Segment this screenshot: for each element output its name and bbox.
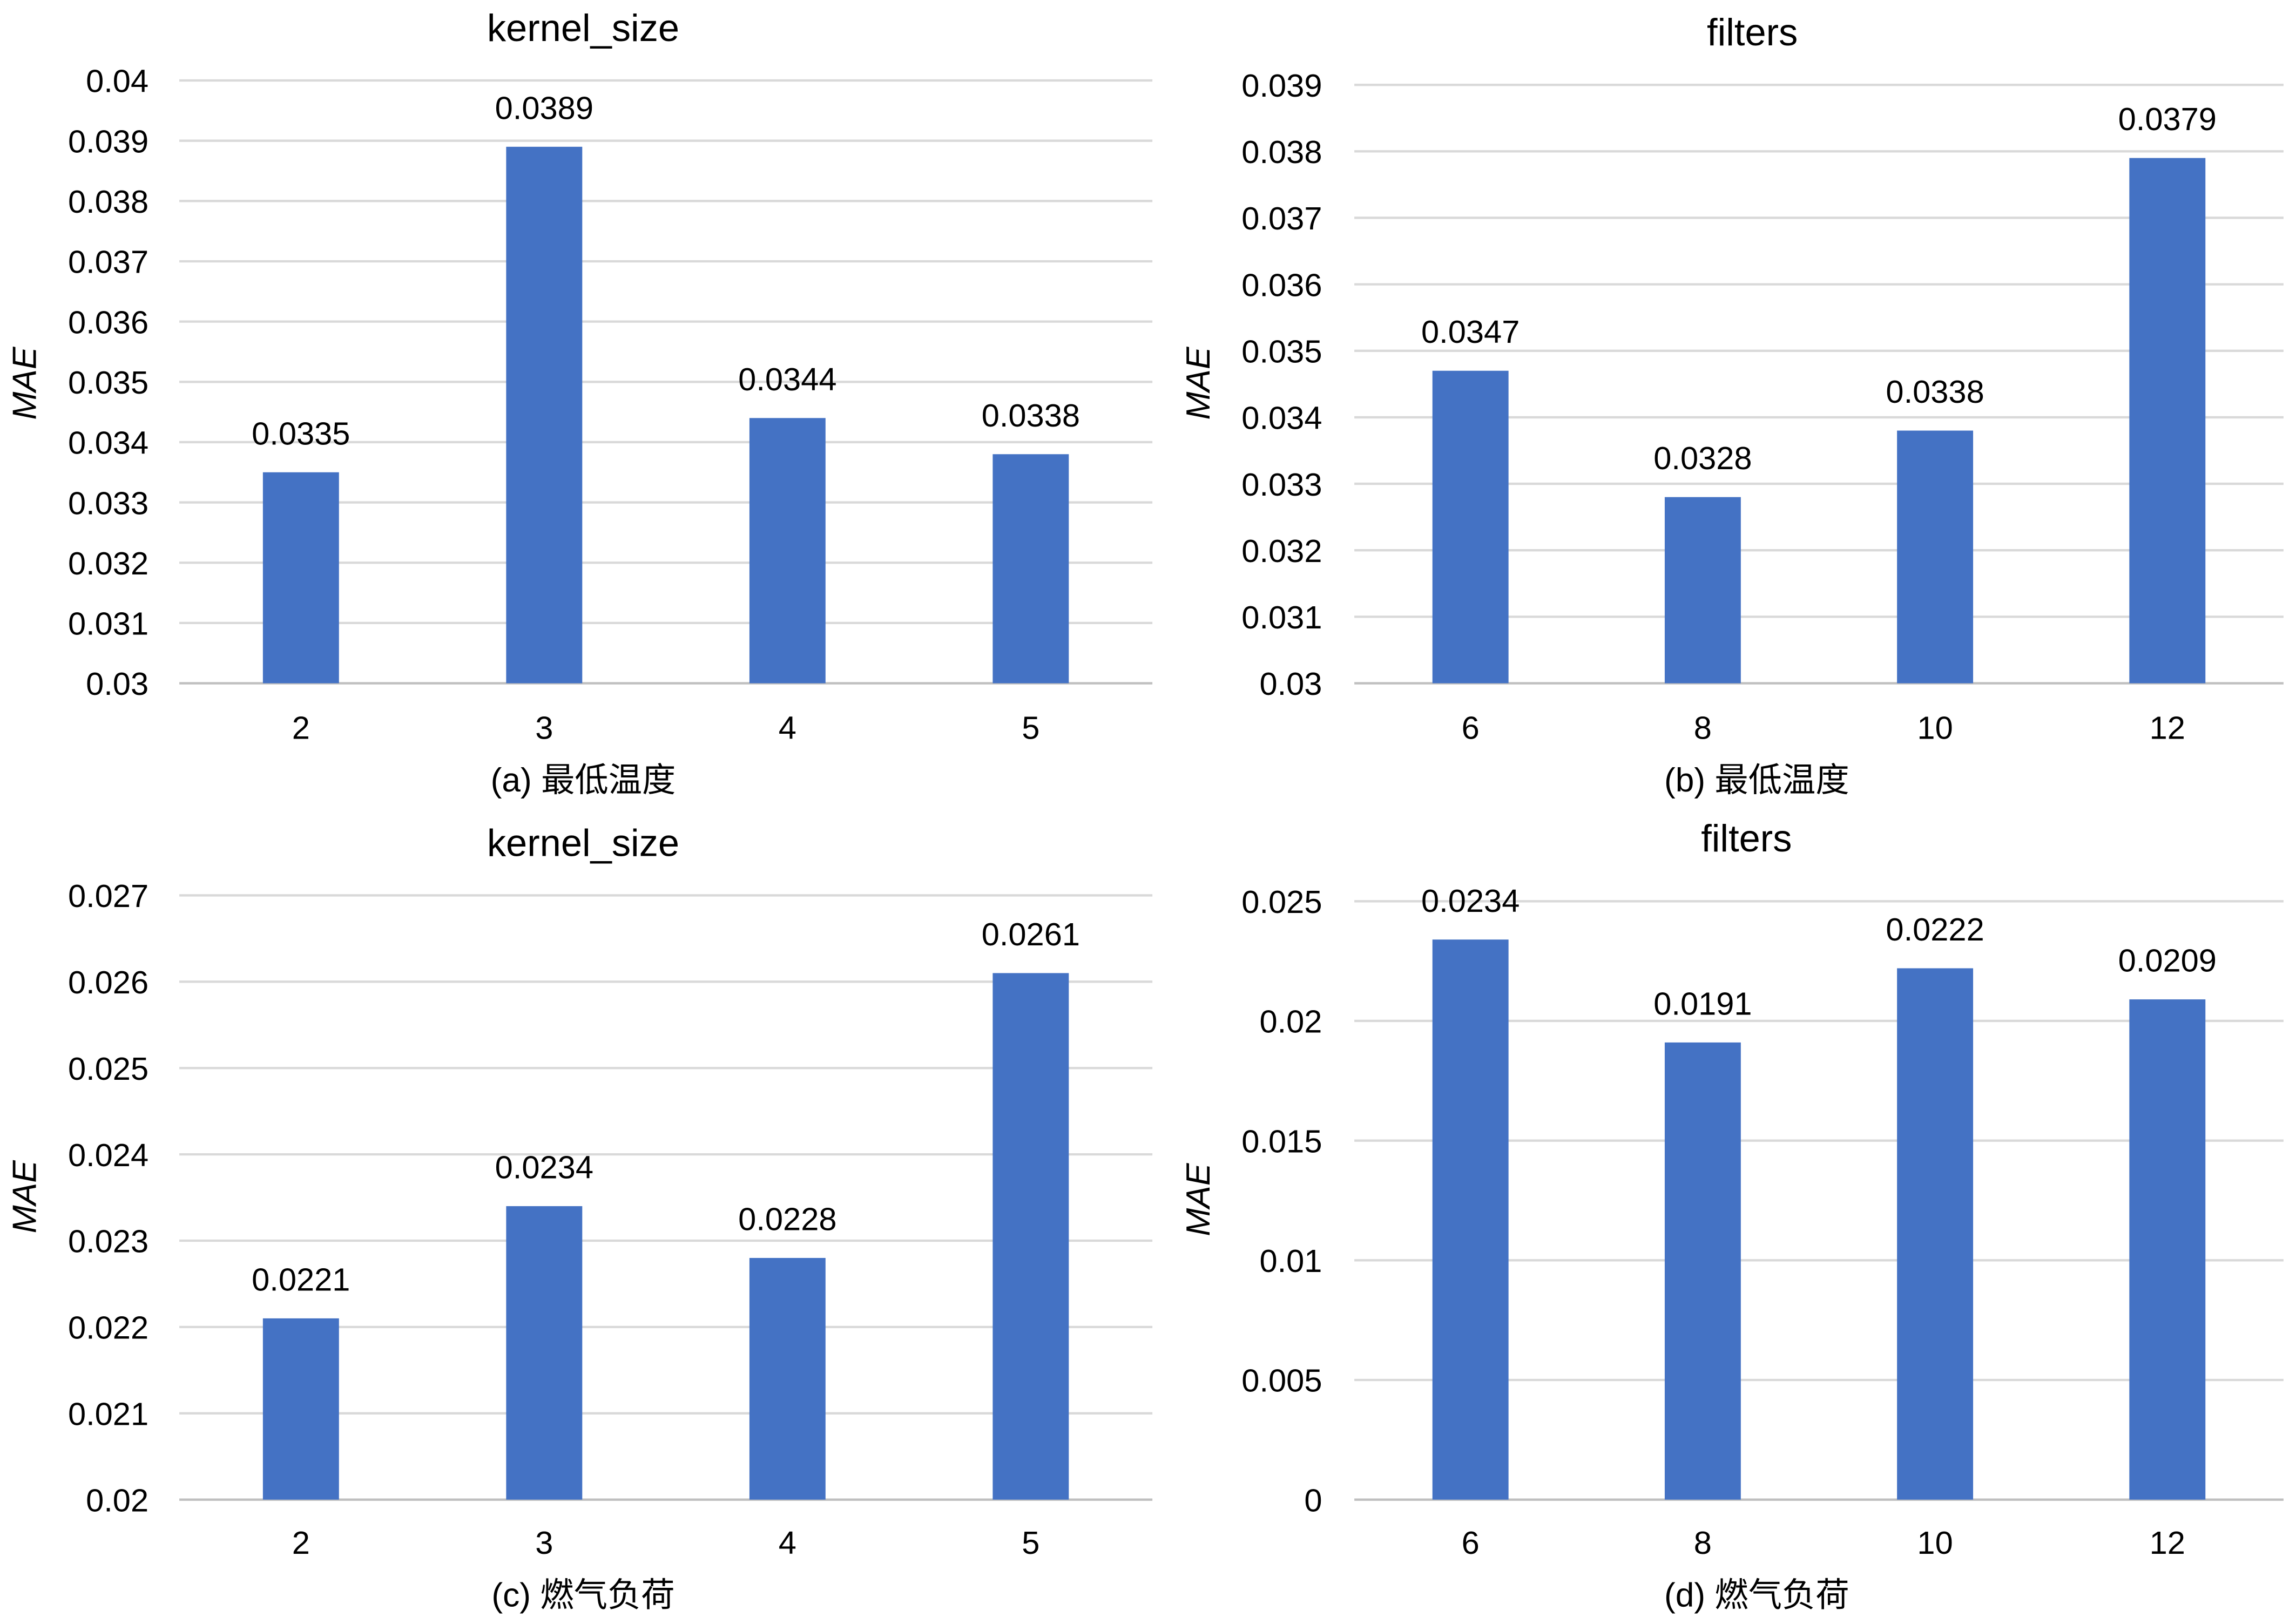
- bar: [1897, 430, 1974, 684]
- y-axis-label: MAE: [1180, 346, 1217, 419]
- x-tick-label: 8: [1694, 710, 1712, 746]
- y-tick-label: 0.04: [86, 63, 148, 99]
- data-label: 0.0261: [982, 916, 1080, 952]
- y-tick-label: 0.039: [1241, 67, 1322, 104]
- y-axis-label: MAE: [1180, 1162, 1217, 1236]
- x-tick-label: 2: [292, 710, 310, 746]
- x-tick-label: 3: [535, 1525, 553, 1561]
- bar: [1432, 370, 1509, 684]
- bar: [2129, 999, 2206, 1500]
- y-tick-label: 0.032: [68, 545, 148, 581]
- y-tick-label: 0.037: [68, 244, 148, 280]
- bar: [1664, 497, 1741, 684]
- y-tick-label: 0.026: [68, 964, 148, 1000]
- x-tick-label: 10: [1917, 1525, 1953, 1561]
- x-tick-label: 3: [535, 710, 553, 746]
- y-tick-label: 0.025: [68, 1051, 148, 1087]
- y-tick-label: 0.034: [1241, 400, 1322, 436]
- x-tick-label: 2: [292, 1525, 310, 1561]
- x-tick-label: 5: [1022, 1525, 1039, 1561]
- y-tick-label: 0.015: [1241, 1123, 1322, 1159]
- x-tick-label: 4: [779, 710, 796, 746]
- y-axis-label: MAE: [6, 1160, 43, 1233]
- y-tick-label: 0.035: [68, 364, 148, 401]
- y-tick-label: 0.022: [68, 1310, 148, 1346]
- y-tick-label: 0.036: [1241, 267, 1322, 303]
- chart-caption: (c) 燃气负荷: [491, 1576, 674, 1614]
- y-tick-label: 0.039: [68, 123, 148, 159]
- y-tick-label: 0.027: [68, 878, 148, 914]
- y-tick-label: 0.036: [68, 304, 148, 340]
- y-tick-label: 0.035: [1241, 333, 1322, 369]
- data-label: 0.0338: [1886, 374, 1984, 410]
- y-tick-label: 0.03: [1259, 666, 1322, 702]
- bar: [1897, 968, 1974, 1500]
- y-tick-label: 0.02: [86, 1482, 148, 1518]
- chart-caption: (b) 最低温度: [1664, 762, 1849, 799]
- chart-title: filters: [1707, 11, 1798, 53]
- data-label: 0.0221: [252, 1261, 350, 1297]
- x-tick-label: 6: [1462, 1525, 1480, 1561]
- chart-caption: (d) 燃气负荷: [1664, 1576, 1849, 1614]
- y-tick-label: 0.025: [1241, 884, 1322, 920]
- y-tick-label: 0.033: [1241, 466, 1322, 503]
- y-tick-label: 0.031: [68, 606, 148, 642]
- data-label: 0.0389: [495, 90, 593, 126]
- bar: [1432, 939, 1509, 1500]
- y-tick-label: 0.037: [1241, 200, 1322, 236]
- data-label: 0.0338: [982, 397, 1080, 434]
- bar: [506, 146, 583, 684]
- y-tick-label: 0.031: [1241, 599, 1322, 635]
- x-tick-label: 10: [1917, 710, 1953, 746]
- y-tick-label: 0.032: [1241, 533, 1322, 569]
- data-label: 0.0228: [738, 1201, 836, 1237]
- chart-title: kernel_size: [487, 6, 679, 49]
- x-tick-label: 6: [1462, 710, 1480, 746]
- y-axis-label: MAE: [6, 346, 43, 419]
- bar: [749, 1257, 826, 1500]
- data-label: 0.0335: [252, 415, 350, 451]
- data-label: 0.0328: [1653, 440, 1752, 476]
- y-tick-label: 0.024: [68, 1137, 148, 1173]
- x-tick-label: 12: [2150, 1525, 2185, 1561]
- bar: [506, 1206, 583, 1500]
- data-label: 0.0222: [1886, 911, 1984, 948]
- y-tick-label: 0.038: [1241, 134, 1322, 170]
- x-tick-label: 8: [1694, 1525, 1712, 1561]
- data-label: 0.0234: [495, 1149, 593, 1186]
- y-tick-label: 0.005: [1241, 1363, 1322, 1399]
- data-label: 0.0379: [2118, 101, 2217, 137]
- chart-title: filters: [1701, 817, 1792, 860]
- bar: [992, 454, 1069, 684]
- x-tick-label: 4: [779, 1525, 796, 1561]
- bar: [2129, 158, 2206, 684]
- bar: [262, 1318, 339, 1500]
- x-tick-label: 12: [2150, 710, 2185, 746]
- y-tick-label: 0.021: [68, 1396, 148, 1432]
- bar: [992, 973, 1069, 1500]
- y-tick-label: 0.01: [1259, 1243, 1322, 1279]
- x-tick-label: 5: [1022, 710, 1039, 746]
- bar: [1664, 1042, 1741, 1500]
- y-tick-label: 0.038: [68, 184, 148, 220]
- y-tick-label: 0.023: [68, 1223, 148, 1260]
- chart-title: kernel_size: [487, 821, 679, 864]
- bar: [262, 472, 339, 684]
- data-label: 0.0234: [1421, 883, 1520, 919]
- y-tick-label: 0: [1304, 1482, 1322, 1518]
- data-label: 0.0347: [1421, 314, 1520, 350]
- y-tick-label: 0.033: [68, 485, 148, 521]
- y-tick-label: 0.03: [86, 666, 148, 702]
- data-label: 0.0344: [738, 361, 836, 397]
- data-label: 0.0209: [2118, 943, 2217, 979]
- y-tick-label: 0.034: [68, 425, 148, 461]
- chart-caption: (a) 最低温度: [491, 762, 676, 799]
- bar: [749, 418, 826, 684]
- y-tick-label: 0.02: [1259, 1004, 1322, 1040]
- data-label: 0.0191: [1653, 985, 1752, 1021]
